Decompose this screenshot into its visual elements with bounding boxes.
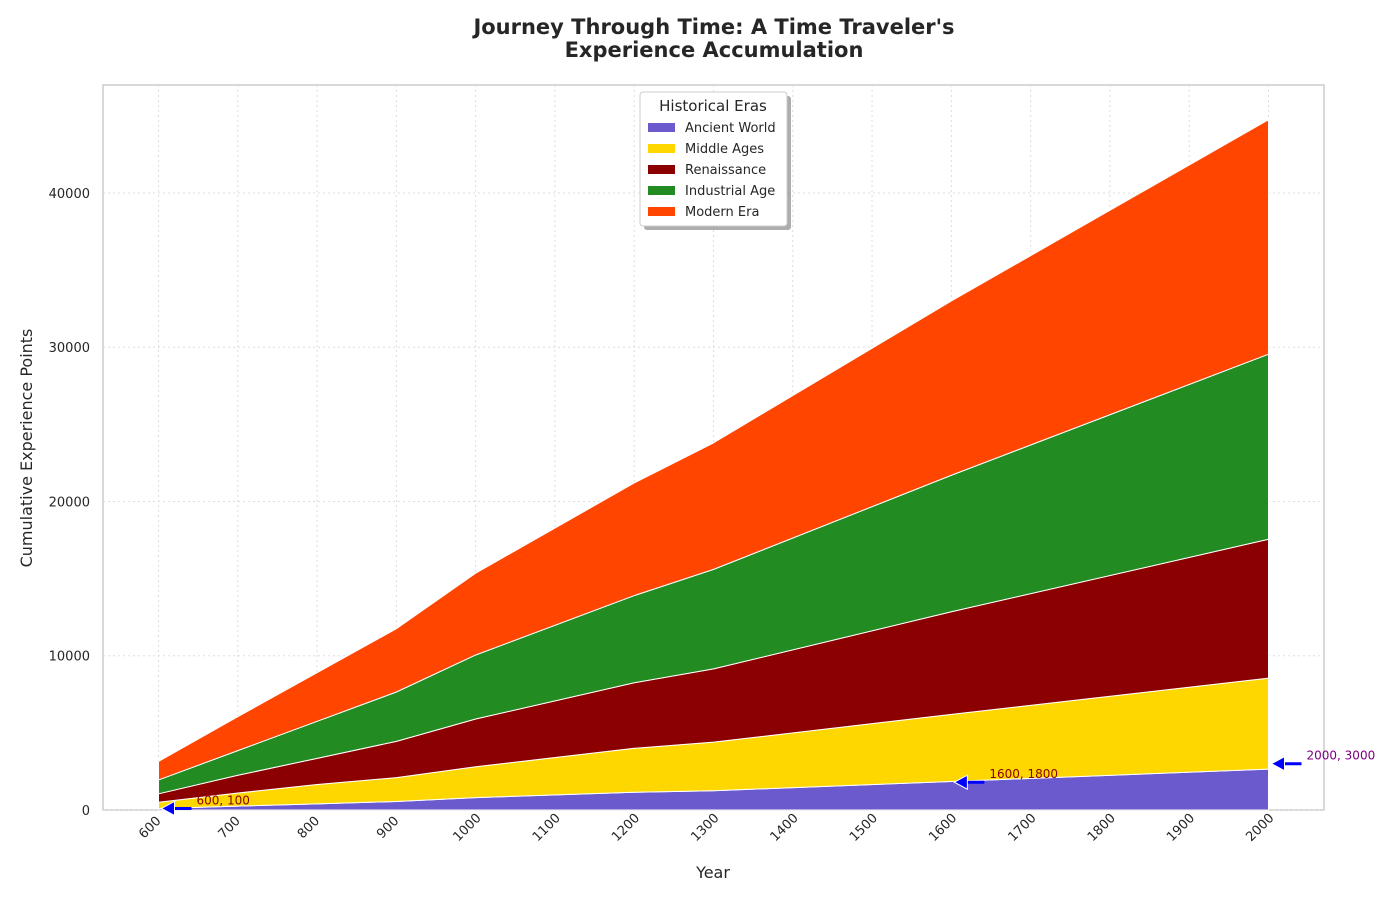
- annotation-label: 2000, 3000: [1307, 749, 1376, 763]
- y-tick-label: 10000: [49, 650, 90, 665]
- y-tick-label: 20000: [49, 495, 90, 510]
- legend-box: [639, 91, 788, 227]
- x-tick-label: 1900: [1164, 811, 1198, 845]
- legend-swatch: [648, 207, 675, 216]
- x-tick-labels: 600 700 800 900 1000 1100 1200 1300 1400 1500 1600…: [136, 811, 1277, 845]
- chart-title-line-1: Journey Through Time: A Time Traveler's: [471, 15, 954, 39]
- legend-swatch: [648, 123, 675, 132]
- x-tick-label: 1600: [926, 811, 960, 845]
- x-tick-label: 1800: [1085, 811, 1119, 845]
- legend-swatch: [648, 144, 675, 153]
- x-tick-label: 1000: [451, 811, 485, 845]
- x-tick-label: 600: [136, 814, 164, 842]
- x-axis-label: Year: [695, 863, 730, 882]
- x-tick-label: 800: [295, 814, 323, 842]
- x-tick-label: 1700: [1006, 811, 1040, 845]
- x-tick-label: 1500: [847, 811, 881, 845]
- x-tick-label: 900: [374, 814, 402, 842]
- legend: Historical Eras Ancient World Middle Ages…: [639, 91, 791, 230]
- y-tick-label: 30000: [49, 341, 90, 356]
- legend-item: Middle Ages: [648, 142, 764, 157]
- annotation-arrow-head: [1270, 755, 1285, 772]
- y-axis-label: Cumulative Experience Points: [17, 329, 36, 568]
- annotation-arrow-head: [160, 800, 175, 817]
- chart-title-line-2: Experience Accumulation: [565, 38, 864, 62]
- annotation: 600, 100: [160, 793, 250, 817]
- legend-swatch: [648, 165, 675, 174]
- legend-label: Middle Ages: [685, 142, 764, 157]
- legend-items: Ancient World Middle Ages Renaissance Indus…: [648, 121, 776, 220]
- annotation: 2000, 3000: [1270, 749, 1376, 772]
- legend-swatch: [648, 186, 675, 195]
- legend-label: Modern Era: [685, 205, 759, 220]
- x-tick-label: 1100: [530, 811, 564, 845]
- legend-item: Renaissance: [648, 163, 766, 178]
- legend-title: Historical Eras: [659, 97, 767, 115]
- x-tick-label: 1400: [768, 811, 802, 845]
- y-tick-label: 40000: [49, 187, 90, 202]
- x-tick-label: 2000: [1243, 811, 1277, 845]
- annotation-label: 600, 100: [197, 793, 250, 807]
- legend-label: Industrial Age: [685, 184, 775, 199]
- annotations: 600, 100 1600, 1800 2000, 3000: [160, 749, 1376, 817]
- area-modern-era: [158, 119, 1269, 781]
- annotation-label: 1600, 1800: [989, 767, 1058, 781]
- annotation: 1600, 1800: [953, 767, 1058, 791]
- x-tick-label: 1200: [609, 811, 643, 845]
- legend-item: Ancient World: [648, 121, 776, 136]
- x-tick-label: 1300: [688, 811, 722, 845]
- legend-item: Modern Era: [648, 205, 759, 220]
- x-tick-label: 700: [216, 814, 244, 842]
- legend-label: Renaissance: [685, 163, 766, 178]
- y-tick-labels: 0 10000 20000 30000 40000: [49, 187, 90, 819]
- legend-item: Industrial Age: [648, 184, 775, 199]
- annotation-arrow-head: [953, 774, 968, 791]
- legend-label: Ancient World: [685, 121, 776, 136]
- area-series: [158, 119, 1269, 811]
- y-tick-label: 0: [82, 804, 90, 819]
